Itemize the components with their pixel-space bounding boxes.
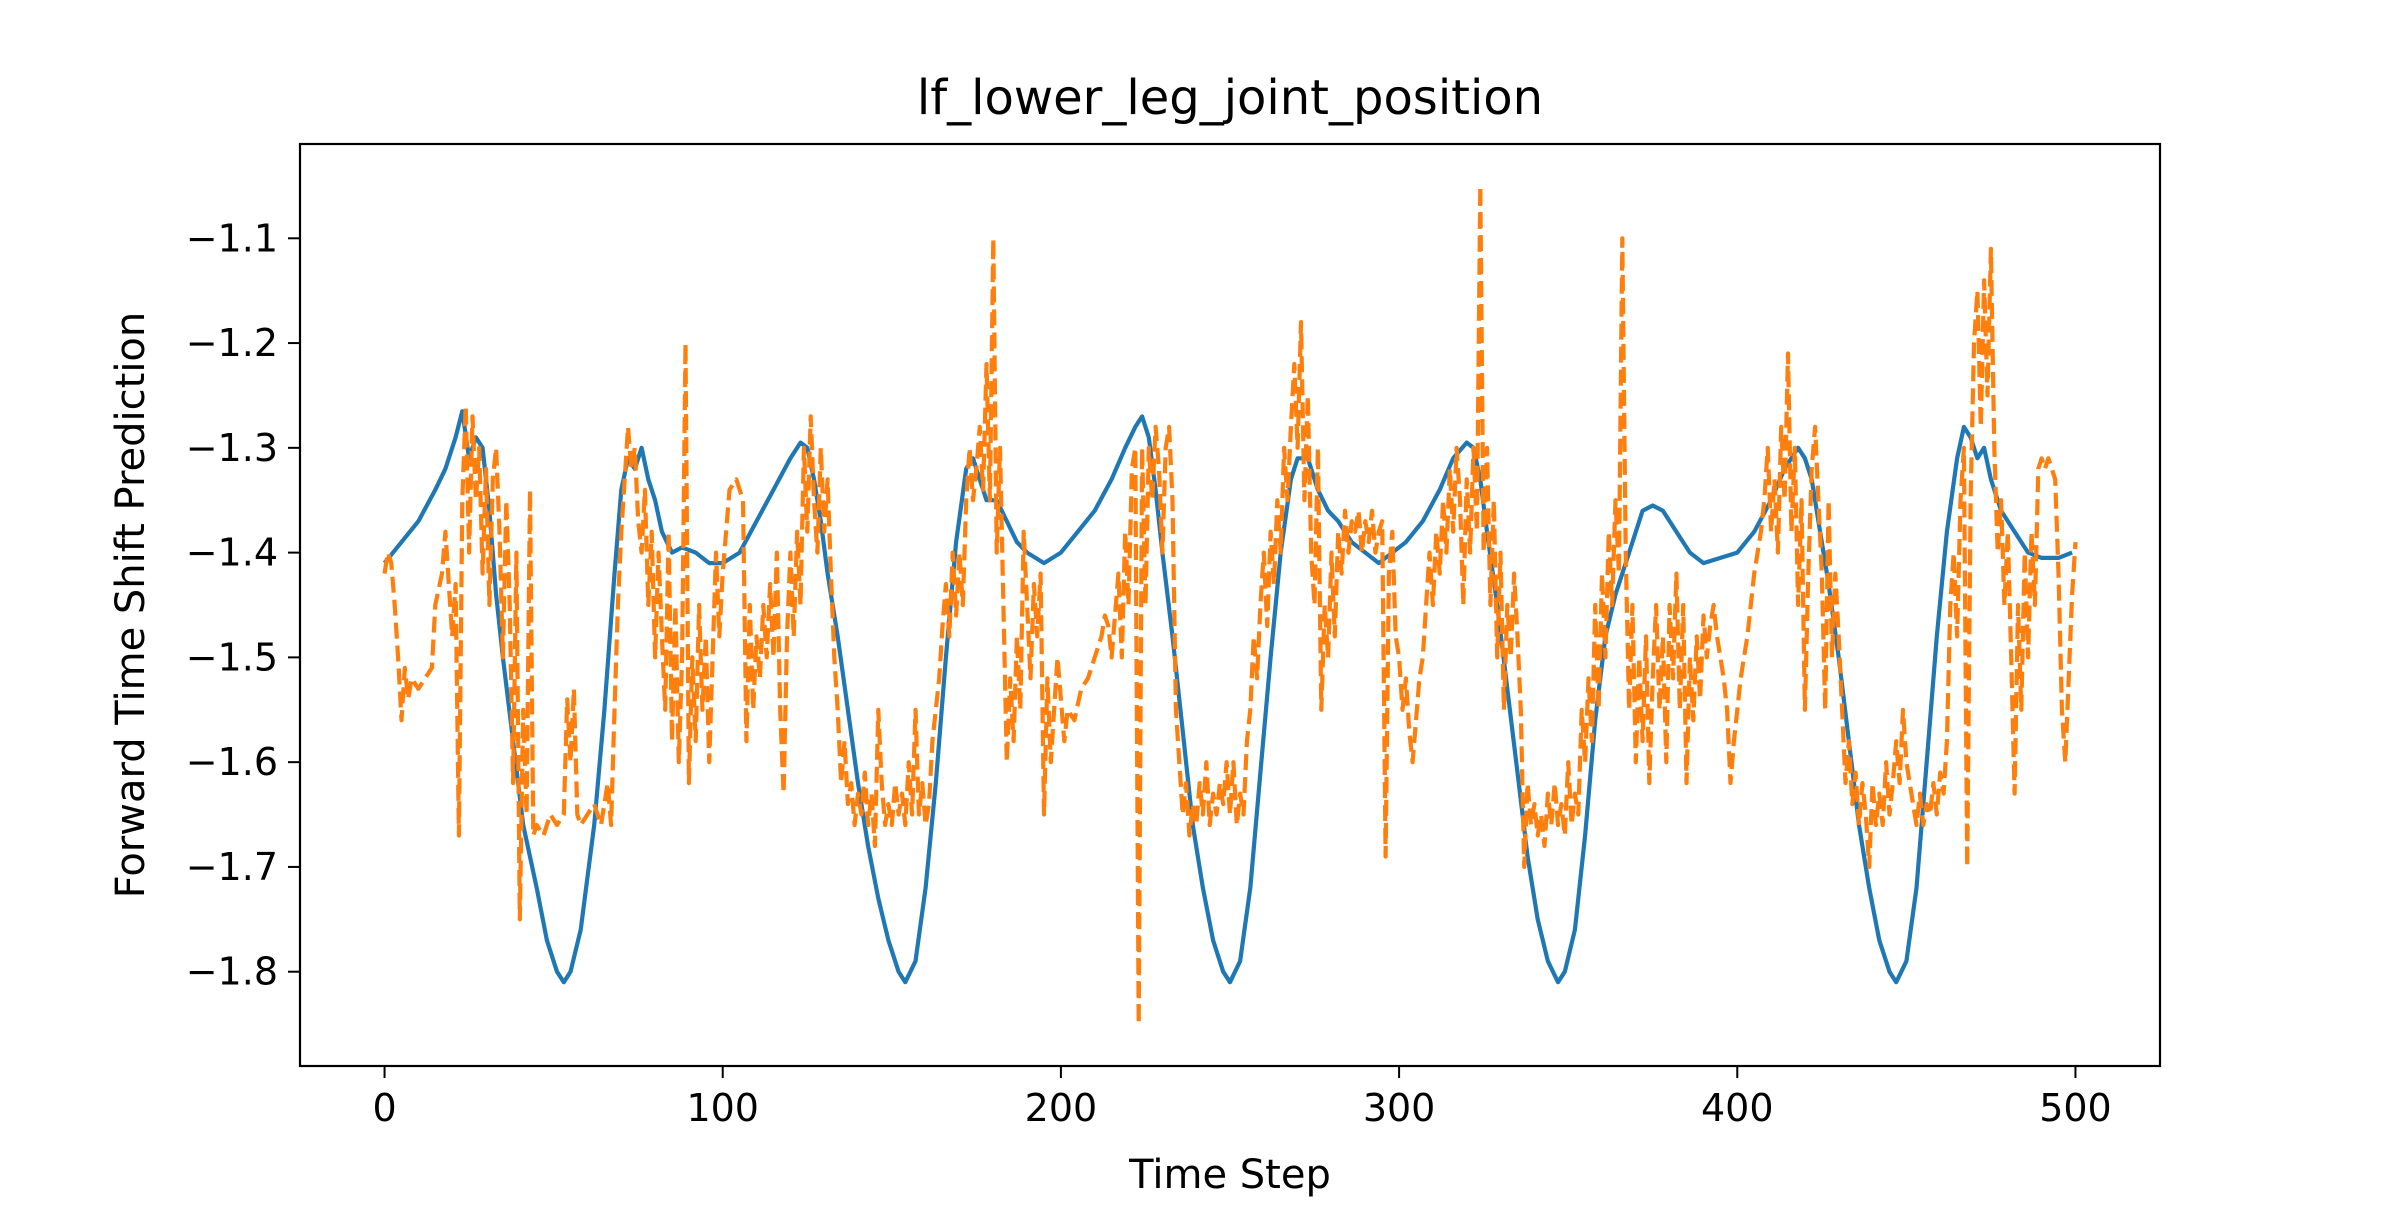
x-tick-label: 0 [372, 1086, 396, 1130]
y-axis-ticks: −1.8 −1.7 −1.6 −1.5 −1.4 −1.3 −1.2 −1.1 [186, 216, 300, 994]
chart-title: lf_lower_leg_joint_position [917, 70, 1543, 126]
series-line-2 [382, 183, 2078, 1027]
x-tick-label: 400 [1701, 1086, 1774, 1130]
x-axis-ticks: 0 100 200 300 400 500 [372, 1066, 2112, 1130]
y-tick-label: −1.8 [186, 950, 278, 994]
x-tick-label: 300 [1363, 1086, 1436, 1130]
x-axis-label: Time Step [1128, 1152, 1331, 1198]
series-line-1 [382, 409, 2073, 985]
x-tick-label: 100 [686, 1086, 759, 1130]
y-tick-label: −1.4 [186, 531, 278, 575]
y-tick-label: −1.6 [186, 740, 278, 784]
y-tick-label: −1.1 [186, 216, 278, 260]
x-tick-label: 500 [2039, 1086, 2112, 1130]
y-tick-label: −1.5 [186, 635, 278, 679]
y-axis-label: Forward Time Shift Prediction [108, 312, 154, 899]
y-tick-label: −1.3 [186, 426, 278, 470]
x-tick-label: 200 [1025, 1086, 1098, 1130]
y-tick-label: −1.7 [186, 845, 278, 889]
y-tick-label: −1.2 [186, 321, 278, 365]
plot-area [382, 183, 2078, 1027]
axes-frame [298, 142, 2162, 1068]
